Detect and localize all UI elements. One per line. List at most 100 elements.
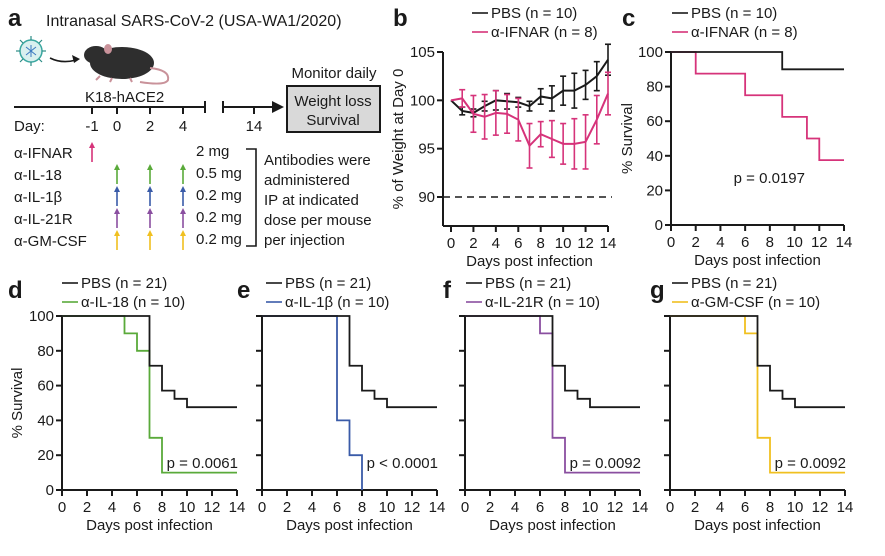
treatment-label: α-IL-21R xyxy=(14,211,73,228)
panel-f-chart: f PBS (n = 21) α-IL-21R (n = 10) 0 2 4 6 8 10 12 1… xyxy=(443,275,648,534)
survival-curve-il21r xyxy=(465,315,640,474)
day-tick: -1 xyxy=(85,118,98,135)
panel-letter-c: c xyxy=(622,5,635,32)
x-axis-label: Days post infection xyxy=(286,517,413,534)
mouse-icon xyxy=(84,44,170,85)
treatment-dose: 2 mg xyxy=(196,143,229,160)
x-axis-label: Days post infection xyxy=(86,517,213,534)
survival-curve-pbs xyxy=(62,315,237,409)
x-axis-label: Days post infection xyxy=(694,517,821,534)
y-tick-label: 40 xyxy=(37,412,54,429)
x-tick-label: 12 xyxy=(577,235,594,252)
readout-survival: Survival xyxy=(306,112,359,129)
x-tick-label: 14 xyxy=(429,499,446,516)
y-axis-label: % of Weight at Day 0 xyxy=(390,69,407,210)
y-tick-label: 60 xyxy=(37,378,54,395)
dose-arrowhead-icon xyxy=(147,208,153,214)
x-tick-label: 6 xyxy=(333,499,341,516)
x-tick-label: 10 xyxy=(179,499,196,516)
survival-curve-gmcsf xyxy=(670,315,845,474)
y-tick-label: 80 xyxy=(37,343,54,360)
dose-arrowhead-icon xyxy=(114,186,120,192)
panel-b-chart: b PBS (n = 10) α-IFNAR (n = 8) 90 95 100 105 0 2… xyxy=(390,5,616,270)
x-tick-label: 10 xyxy=(379,499,396,516)
x-tick-label: 6 xyxy=(741,499,749,516)
x-tick-label: 2 xyxy=(283,499,291,516)
dose-arrowhead-icon xyxy=(147,186,153,192)
treatment-label: α-IFNAR xyxy=(14,145,73,162)
survival-curve-ifnar xyxy=(671,51,844,162)
x-tick-label: 4 xyxy=(716,499,724,516)
x-tick-label: 4 xyxy=(716,234,724,251)
infection-arrow-icon xyxy=(49,57,77,63)
legend-label: α-IL-18 (n = 10) xyxy=(81,294,185,311)
x-tick-label: 12 xyxy=(812,499,829,516)
legend-label: α-IFNAR (n = 8) xyxy=(691,24,798,41)
treatment-dose: 0.2 mg xyxy=(196,187,242,204)
survival-curve-il1b xyxy=(262,315,363,490)
panel-letter-g: g xyxy=(650,277,665,304)
dose-arrowhead-icon xyxy=(114,230,120,236)
x-tick-label: 8 xyxy=(766,234,774,251)
panel-letter-e: e xyxy=(237,277,250,304)
y-axis-label: % Survival xyxy=(9,368,26,439)
dose-arrowhead-icon xyxy=(147,164,153,170)
treatment-dose: 0.2 mg xyxy=(196,209,242,226)
legend-label: PBS (n = 21) xyxy=(81,275,167,292)
mouse-strain-label: K18-hACE2 xyxy=(85,89,164,106)
x-tick-label: 4 xyxy=(308,499,316,516)
legend-label: α-IFNAR (n = 8) xyxy=(491,24,598,41)
x-tick-label: 0 xyxy=(666,499,674,516)
y-axis-label: % Survival xyxy=(619,103,636,174)
x-tick-label: 0 xyxy=(667,234,675,251)
note-line: administered xyxy=(264,172,350,189)
p-value-annotation: p = 0.0197 xyxy=(734,170,805,187)
dose-arrowhead-icon xyxy=(89,142,95,148)
x-tick-label: 8 xyxy=(358,499,366,516)
x-tick-label: 4 xyxy=(492,235,500,252)
treatment-dose: 0.2 mg xyxy=(196,231,242,248)
x-tick-label: 10 xyxy=(555,235,572,252)
panel-c-chart: c PBS (n = 10)α-IFNAR (n = 8)020406080100… xyxy=(619,5,852,269)
panel-letter-d: d xyxy=(8,277,23,304)
dose-arrowhead-icon xyxy=(180,230,186,236)
legend-label: α-IL-1β (n = 10) xyxy=(285,294,389,311)
treatment-label: α-GM-CSF xyxy=(14,233,87,250)
readout-box xyxy=(286,85,381,133)
panel-letter-b: b xyxy=(393,5,408,32)
y-tick-label: 100 xyxy=(29,308,54,325)
survival-curve-il18 xyxy=(62,315,237,474)
timeline-arrowhead-icon xyxy=(272,101,284,113)
survival-curve-pbs xyxy=(465,315,640,409)
day-tick: 2 xyxy=(146,118,154,135)
legend-label: PBS (n = 21) xyxy=(691,275,777,292)
panel-g-chart: g PBS (n = 21) α-GM-CSF (n = 10) 0 2 4 6 8 10 12 1… xyxy=(650,275,853,534)
treatment-label: α-IL-1β xyxy=(14,189,63,206)
x-tick-label: 12 xyxy=(811,234,828,251)
x-tick-label: 8 xyxy=(561,499,569,516)
panel-a-schematic: a Intranasal SARS-CoV-2 (USA-WA1/2020) K… xyxy=(8,5,381,250)
infection-arrowhead-icon xyxy=(72,55,80,63)
dose-arrowhead-icon xyxy=(180,208,186,214)
x-tick-label: 4 xyxy=(108,499,116,516)
panel-e-chart: e PBS (n = 21) α-IL-1β (n = 10) 0 2 4 6 8 10 12 14… xyxy=(237,275,445,534)
y-tick-label: 105 xyxy=(410,44,435,61)
legend-label: α-IL-21R (n = 10) xyxy=(485,294,600,311)
y-tick-label: 20 xyxy=(646,182,663,199)
day-label: Day: xyxy=(14,118,45,135)
x-tick-label: 6 xyxy=(133,499,141,516)
x-tick-label: 0 xyxy=(461,499,469,516)
x-tick-label: 0 xyxy=(58,499,66,516)
x-tick-label: 0 xyxy=(258,499,266,516)
note-bracket xyxy=(246,148,257,247)
x-tick-label: 14 xyxy=(229,499,246,516)
x-tick-label: 6 xyxy=(514,235,522,252)
x-tick-label: 10 xyxy=(787,499,804,516)
x-tick-label: 14 xyxy=(836,234,853,251)
x-tick-label: 10 xyxy=(582,499,599,516)
readout-weight-loss: Weight loss xyxy=(294,93,371,110)
y-tick-label: 100 xyxy=(638,44,663,61)
y-tick-label: 0 xyxy=(46,482,54,499)
p-value-annotation: p = 0.0092 xyxy=(775,455,846,472)
dose-arrowhead-icon xyxy=(180,164,186,170)
